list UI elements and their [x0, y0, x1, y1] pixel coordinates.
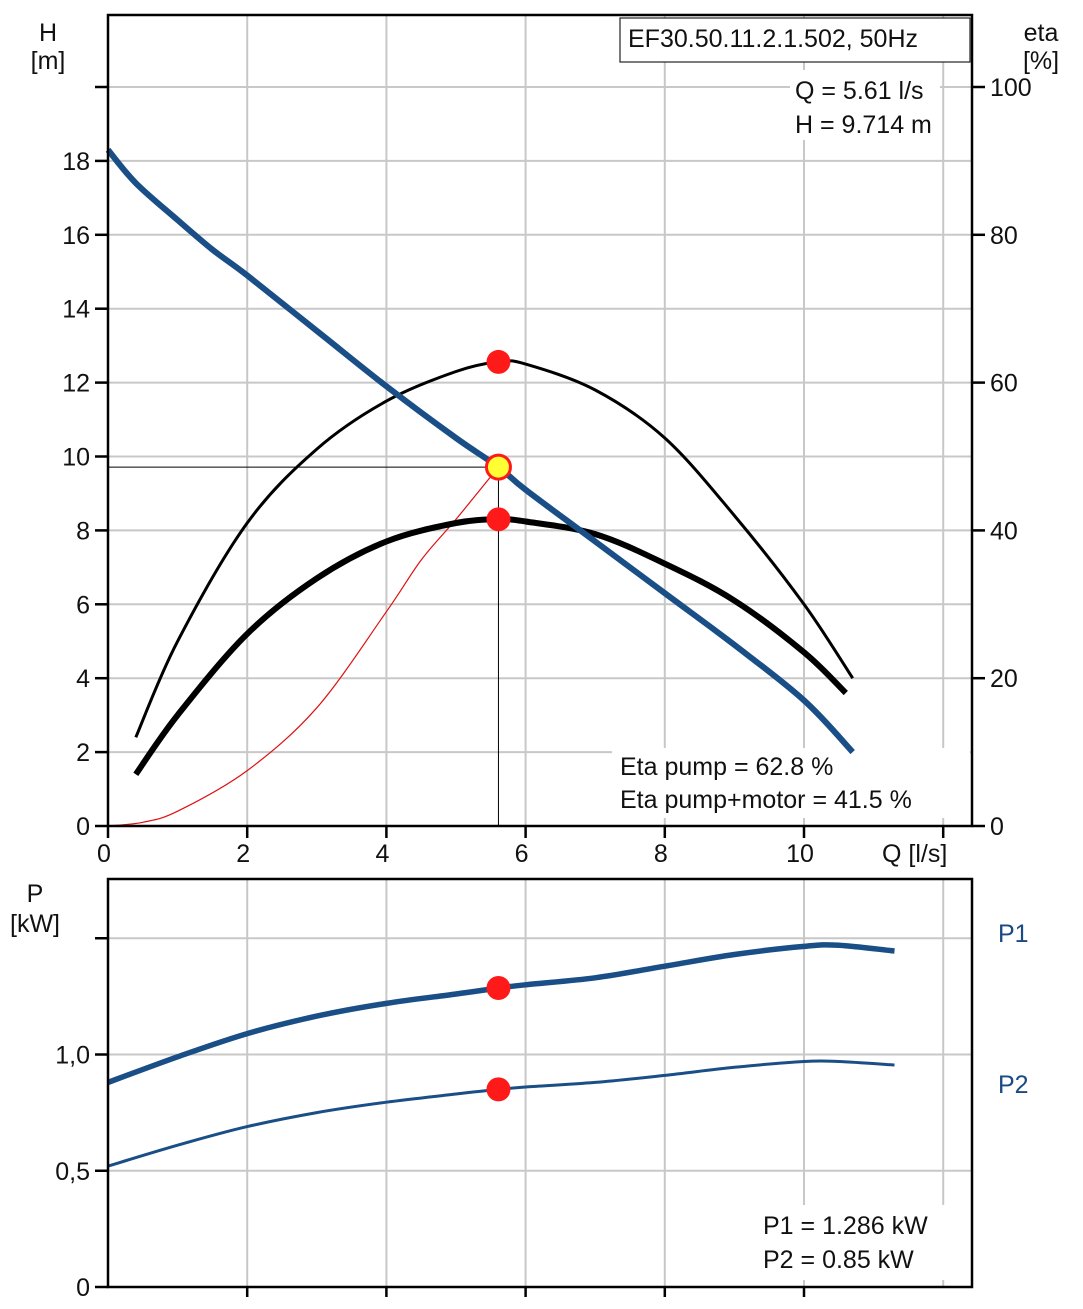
y2-tick-label: 40 [990, 517, 1018, 545]
y-tick-label: 6 [76, 591, 90, 619]
y-tick-label: 16 [62, 222, 90, 250]
duty-point-marker [484, 453, 512, 481]
model-label: EF30.50.11.2.1.502, 50Hz [628, 25, 918, 53]
y-tick-label: 0 [76, 813, 90, 841]
p2-readout: P2 = 0.85 kW [763, 1246, 914, 1274]
eta-axis-unit: [%] [1023, 47, 1059, 75]
eta-pump-marker [486, 349, 511, 374]
p-tick-label: 0,5 [55, 1158, 90, 1186]
p1-readout: P1 = 1.286 kW [763, 1212, 928, 1240]
eta-axis-title: eta [1024, 19, 1059, 47]
y2-tick-label: 20 [990, 665, 1018, 693]
y-tick-label: 12 [62, 370, 90, 398]
y2-tick-label: 60 [990, 370, 1018, 398]
p-tick-label: 0 [76, 1274, 90, 1302]
x-tick-label: 4 [375, 840, 389, 868]
head-curve [105, 147, 855, 755]
eta-total-marker [486, 507, 511, 532]
power-readout-box [756, 1205, 966, 1280]
y-tick-label: 2 [76, 739, 90, 767]
npsh-curve [107, 466, 499, 827]
h-axis-unit: [m] [31, 47, 66, 75]
y-tick-label: 8 [76, 517, 90, 545]
p1-marker [486, 976, 511, 1001]
duty-markers [484, 349, 512, 1102]
grid-top [108, 15, 972, 826]
y-tick-label: 18 [62, 148, 90, 176]
p-axis-title: P [27, 880, 44, 908]
y-tick-label: 10 [62, 444, 90, 472]
p-tick-label: 1,0 [55, 1042, 90, 1070]
y2-tick-label: 80 [990, 222, 1018, 250]
y2-tick-label: 0 [990, 813, 1004, 841]
x-tick-label: 8 [654, 840, 668, 868]
duty-readout-box [790, 70, 940, 140]
y2-tick-label: 100 [990, 74, 1032, 102]
eta-readout-box [612, 748, 970, 818]
y-tick-label: 14 [62, 296, 90, 324]
y-tick-label: 4 [76, 665, 90, 693]
x-tick-label: 0 [97, 840, 111, 868]
bottom-plot-frame [106, 877, 974, 1289]
x-tick-label: 6 [515, 840, 529, 868]
model-box [619, 17, 971, 63]
x-tick-label: 2 [236, 840, 250, 868]
top-plot-frame [106, 13, 974, 828]
p2-series-label: P2 [998, 1071, 1029, 1099]
p1-series-label: P1 [998, 920, 1029, 948]
q-axis-title: Q [l/s] [882, 840, 947, 868]
axis-ticks: 0 2 4 6 8 1002468101214161802040608010000,51,… [55, 74, 1031, 1302]
eta-pump-readout: Eta pump = 62.8 % [620, 753, 833, 781]
x-tick-label: 10 [786, 840, 814, 868]
h-axis-title: H [39, 19, 57, 47]
eta-total-readout: Eta pump+motor = 41.5 % [620, 786, 912, 814]
h-readout: H = 9.714 m [795, 111, 932, 139]
p-axis-unit: [kW] [10, 910, 60, 938]
p2-marker [486, 1077, 511, 1102]
q-readout: Q = 5.61 l/s [795, 77, 924, 105]
